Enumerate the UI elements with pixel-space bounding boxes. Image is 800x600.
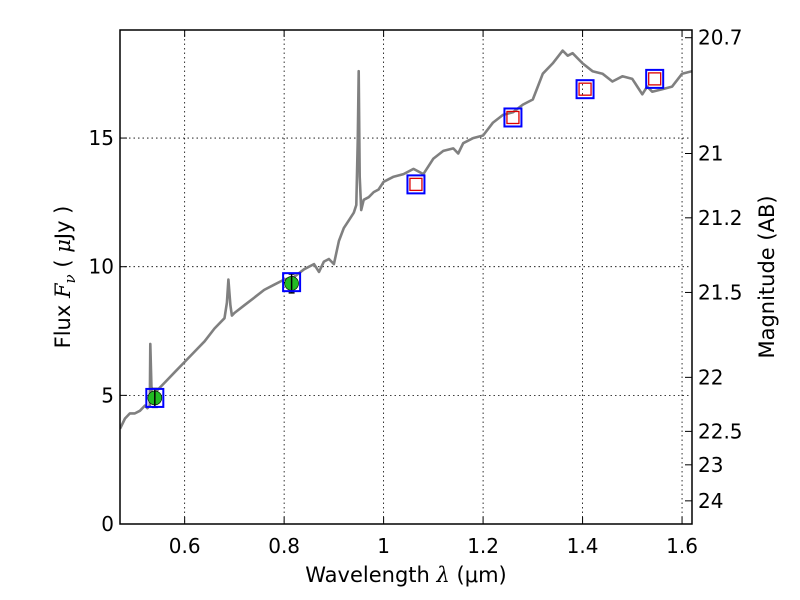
right-tick-label: 21 — [698, 142, 723, 166]
model-point — [145, 387, 165, 408]
y-tick-label: 0 — [101, 512, 114, 536]
y-tick-label: 10 — [89, 255, 114, 279]
y-tick-label: 5 — [101, 383, 114, 407]
right-tick-label: 23 — [698, 453, 723, 477]
grid-lines — [120, 30, 692, 524]
other-point — [409, 177, 423, 192]
data-points — [145, 68, 665, 409]
x-tick-label: 1.4 — [567, 534, 599, 558]
model-point — [406, 174, 426, 195]
right-tick-label: 21.2 — [698, 206, 743, 230]
axis-ticks: 0.6 0.8 1 1.2 1.4 1.6 0 5 10 15 20.7 21 21.2 21.5 22 22… — [89, 26, 743, 558]
model-point — [575, 79, 595, 100]
right-axis-title: Magnitude (AB) — [755, 195, 779, 358]
right-tick-label: 20.7 — [698, 26, 743, 50]
other-point — [648, 72, 662, 86]
right-tick-label: 22.5 — [698, 419, 743, 443]
right-tick-label: 21.5 — [698, 280, 743, 304]
x-tick-label: 1 — [377, 534, 390, 558]
spectrum-layer — [120, 49, 692, 430]
other-point — [506, 110, 520, 125]
x-tick-label: 1.6 — [666, 534, 698, 558]
right-tick-label: 24 — [698, 489, 723, 513]
y-axis-title: Flux Fν ( μJy ) — [51, 206, 79, 349]
plot-frame — [119, 29, 693, 525]
x-tick-label: 1.2 — [467, 534, 499, 558]
other-point — [578, 82, 592, 96]
model-point — [645, 68, 665, 89]
x-tick-label: 0.6 — [169, 534, 201, 558]
x-axis-title: Wavelength λ (μm) — [305, 563, 506, 587]
y-tick-label: 15 — [89, 126, 114, 150]
x-tick-label: 0.8 — [268, 534, 300, 558]
right-tick-label: 22 — [698, 365, 723, 389]
spectrum-line — [120, 49, 692, 430]
model-point — [282, 272, 302, 293]
model-point — [503, 107, 523, 128]
